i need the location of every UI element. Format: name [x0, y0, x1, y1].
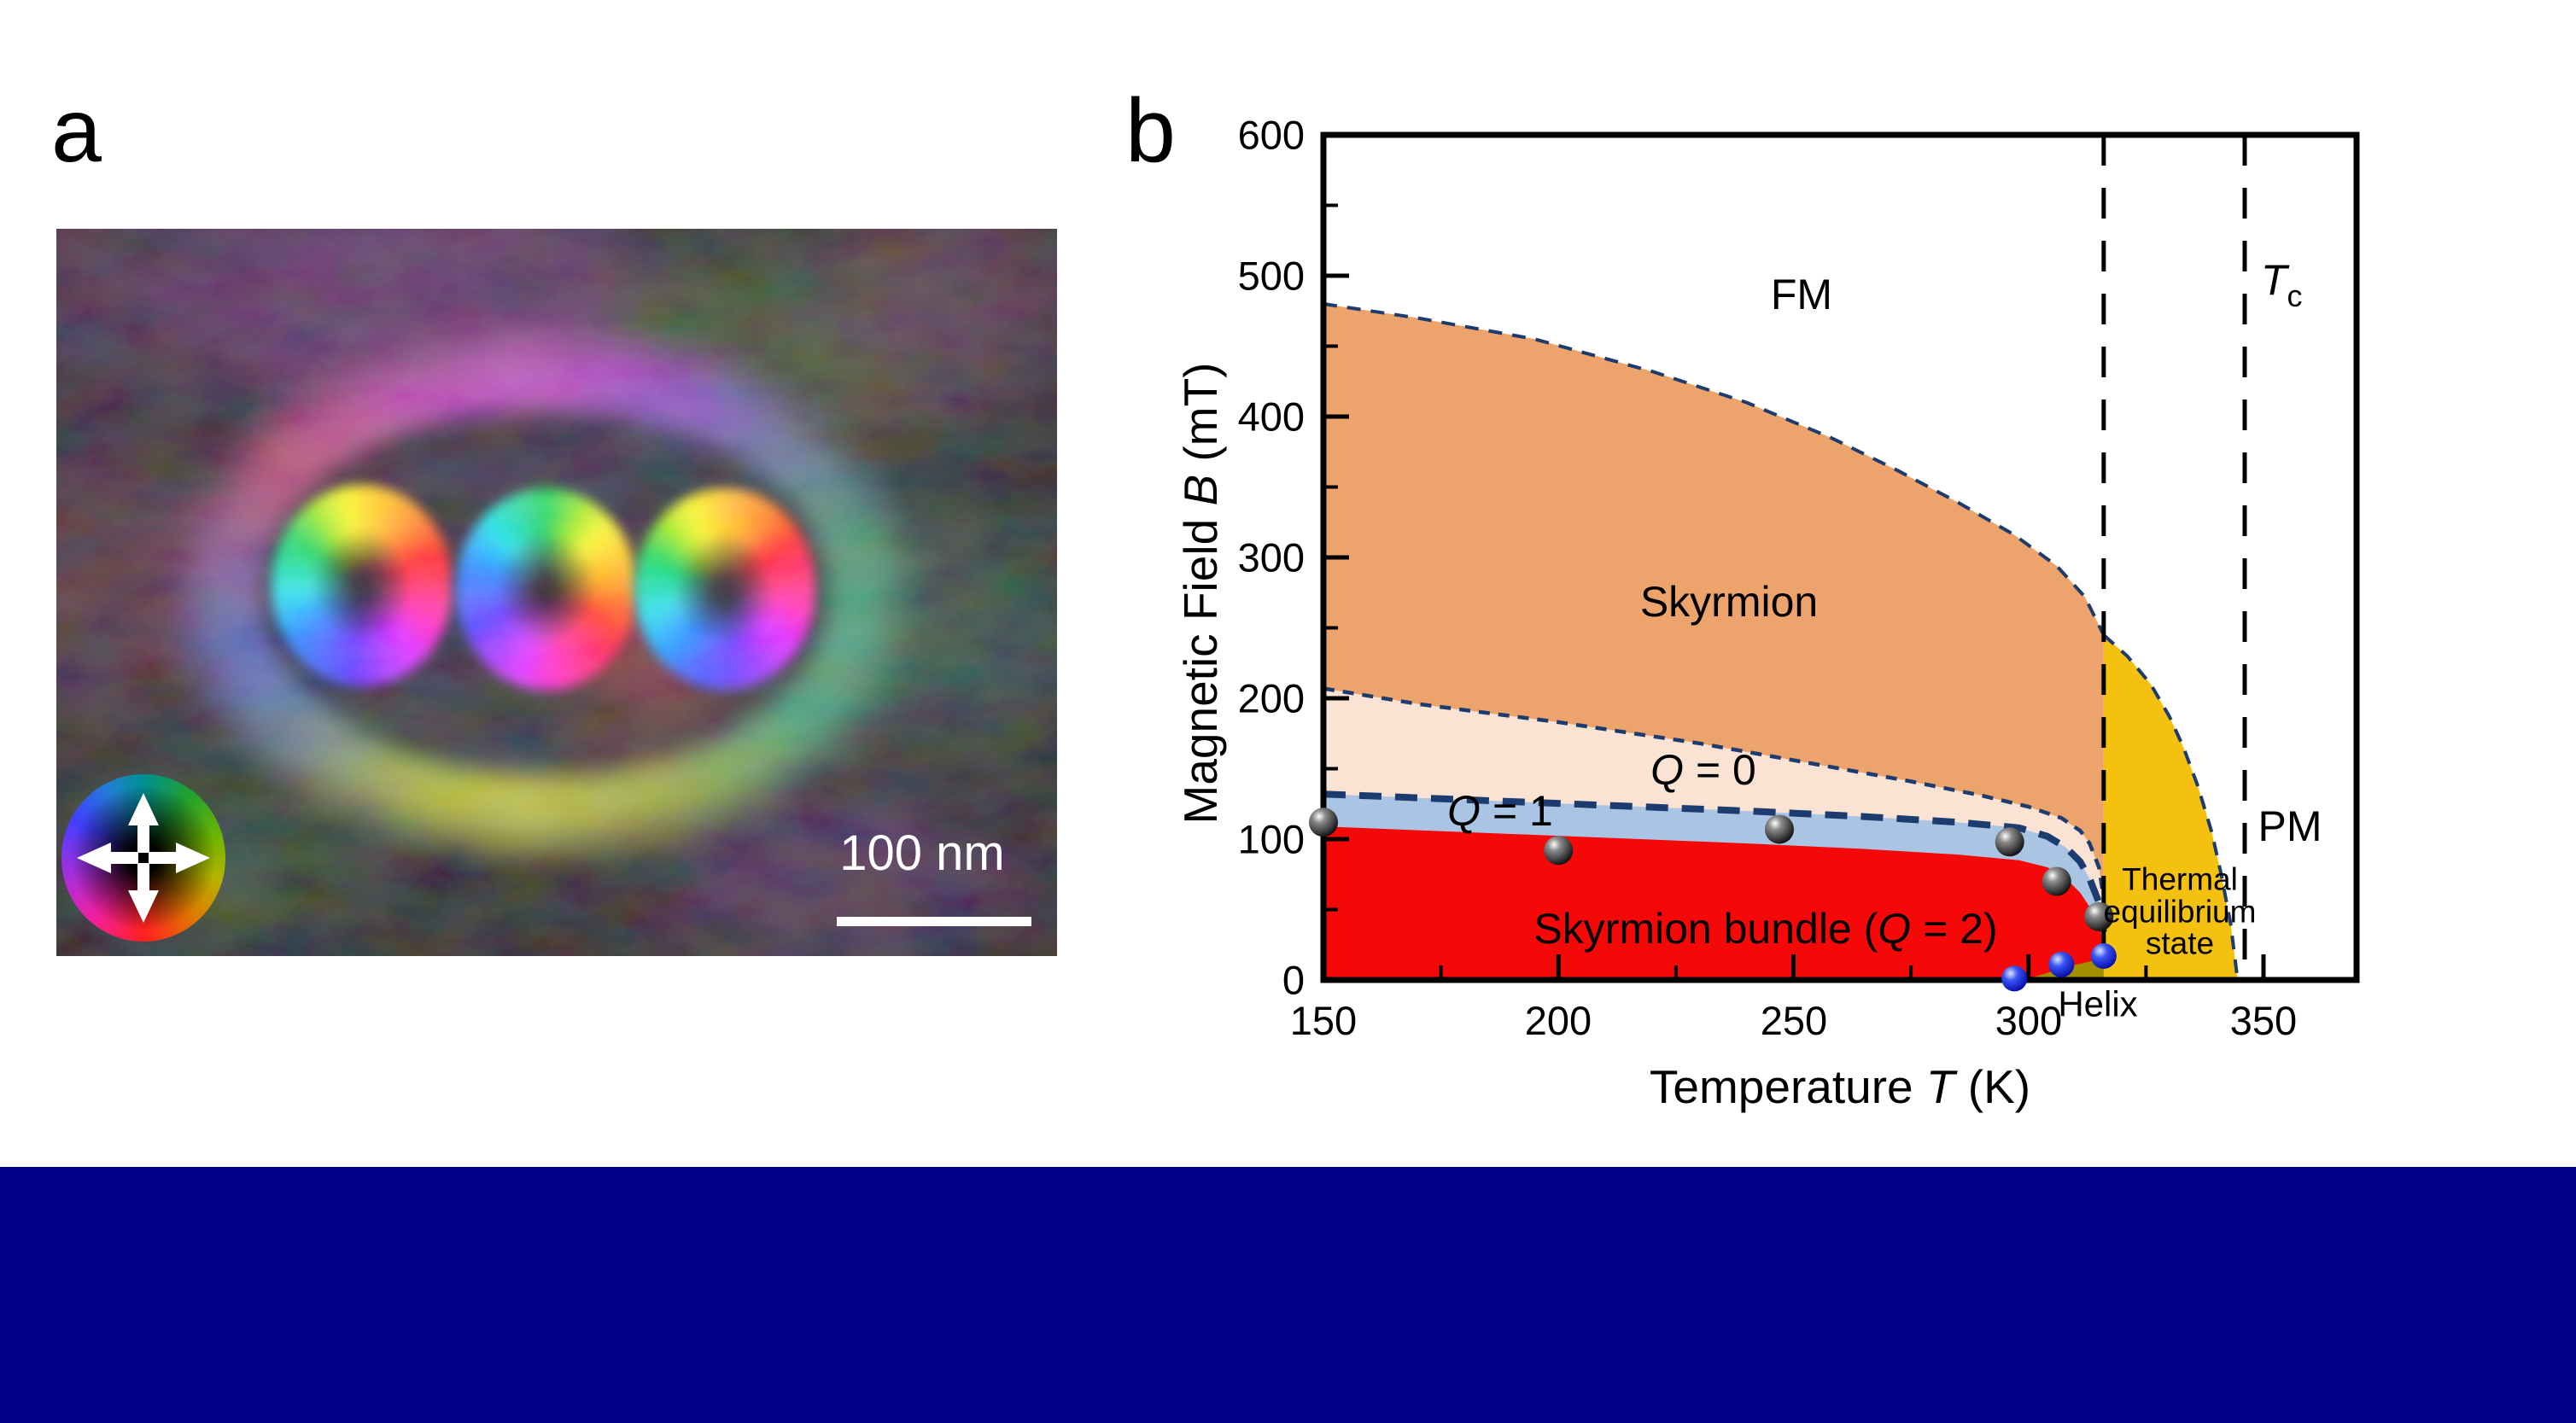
data-point-black	[1544, 836, 1574, 866]
scale-bar	[837, 917, 1031, 926]
x-tick: 200	[1525, 998, 1592, 1043]
vertical-dashed-lines	[2101, 135, 2247, 980]
y-tick: 600	[1238, 113, 1305, 158]
data-point-blue	[2090, 942, 2117, 969]
svg-text:state: state	[2146, 926, 2214, 961]
magnetization-color-wheel	[61, 774, 225, 942]
x-tick: 250	[1761, 998, 1827, 1043]
data-point-blue	[2048, 951, 2075, 977]
region-label-fm: FM	[1771, 271, 1832, 318]
panel-b-label: b	[1125, 80, 1176, 181]
y-tick: 300	[1238, 535, 1305, 580]
boundary-q-0	[1323, 686, 2106, 899]
bottom-banner	[0, 1167, 2576, 1423]
svg-text:equilibrium: equilibrium	[2104, 895, 2257, 930]
x-tick: 150	[1290, 998, 1357, 1043]
x-tick: 350	[2230, 998, 2297, 1043]
data-point-black	[1995, 827, 2024, 857]
y-tick: 100	[1238, 817, 1305, 862]
y-tick: 500	[1238, 254, 1305, 299]
helix-label: Helix	[2058, 984, 2137, 1024]
data-point-black	[1309, 808, 1338, 837]
y-tick: 400	[1238, 394, 1305, 440]
svg-text:Thermal: Thermal	[2122, 862, 2238, 897]
boundary-thermal-equilibrium-state	[2102, 633, 2240, 981]
y-tick: 200	[1238, 676, 1305, 721]
boundary-skyrmion	[1323, 302, 2106, 636]
region-label-bundle: Skyrmion bundle (Q = 2)	[1533, 905, 1997, 953]
arrow-right-icon	[149, 843, 210, 873]
x-tick: 300	[1995, 998, 2062, 1043]
region-label-q1: Q = 1	[1447, 787, 1553, 835]
region-skyrmion-bundle-q-2	[1323, 826, 2113, 980]
y-tick-labels: 0 100 200 300 400 500 600	[1238, 113, 1305, 1003]
region-label-skyrmion: Skyrmion	[1640, 578, 1818, 626]
data-point-black	[2042, 866, 2071, 896]
grain-overlay	[56, 229, 1057, 956]
axes	[1320, 131, 2360, 983]
boundary-q-1	[1323, 790, 2107, 933]
region-label-q0: Q = 0	[1650, 746, 1756, 794]
panel-a-label: a	[51, 80, 102, 181]
data-point-blue	[2001, 965, 2028, 992]
phase-regions	[1323, 304, 2238, 980]
data-point-black	[2084, 901, 2114, 931]
y-tick: 0	[1282, 958, 1305, 1003]
arrow-down-icon	[128, 863, 159, 923]
tc-label: Tc	[2261, 256, 2303, 313]
region-label-pm: PM	[2258, 802, 2322, 850]
arrow-left-icon	[77, 843, 138, 873]
x-axis-title: Temperature T (K)	[1650, 1060, 2030, 1113]
scale-bar-label: 100 nm	[839, 825, 1005, 881]
tem-image: 100 nm	[56, 229, 1057, 956]
y-axis-title: Magnetic Field B (mT)	[1174, 363, 1227, 825]
region-label-thermal: Thermal equilibrium state	[2104, 862, 2257, 961]
phase-boundaries	[1323, 302, 2240, 981]
data-point-black	[1764, 814, 1794, 844]
region-thermal-equilibrium-state	[2103, 634, 2238, 980]
data-points	[1309, 808, 2117, 992]
x-tick-labels: 150 200 250 300 350	[1290, 998, 2297, 1043]
arrow-up-icon	[128, 793, 159, 853]
